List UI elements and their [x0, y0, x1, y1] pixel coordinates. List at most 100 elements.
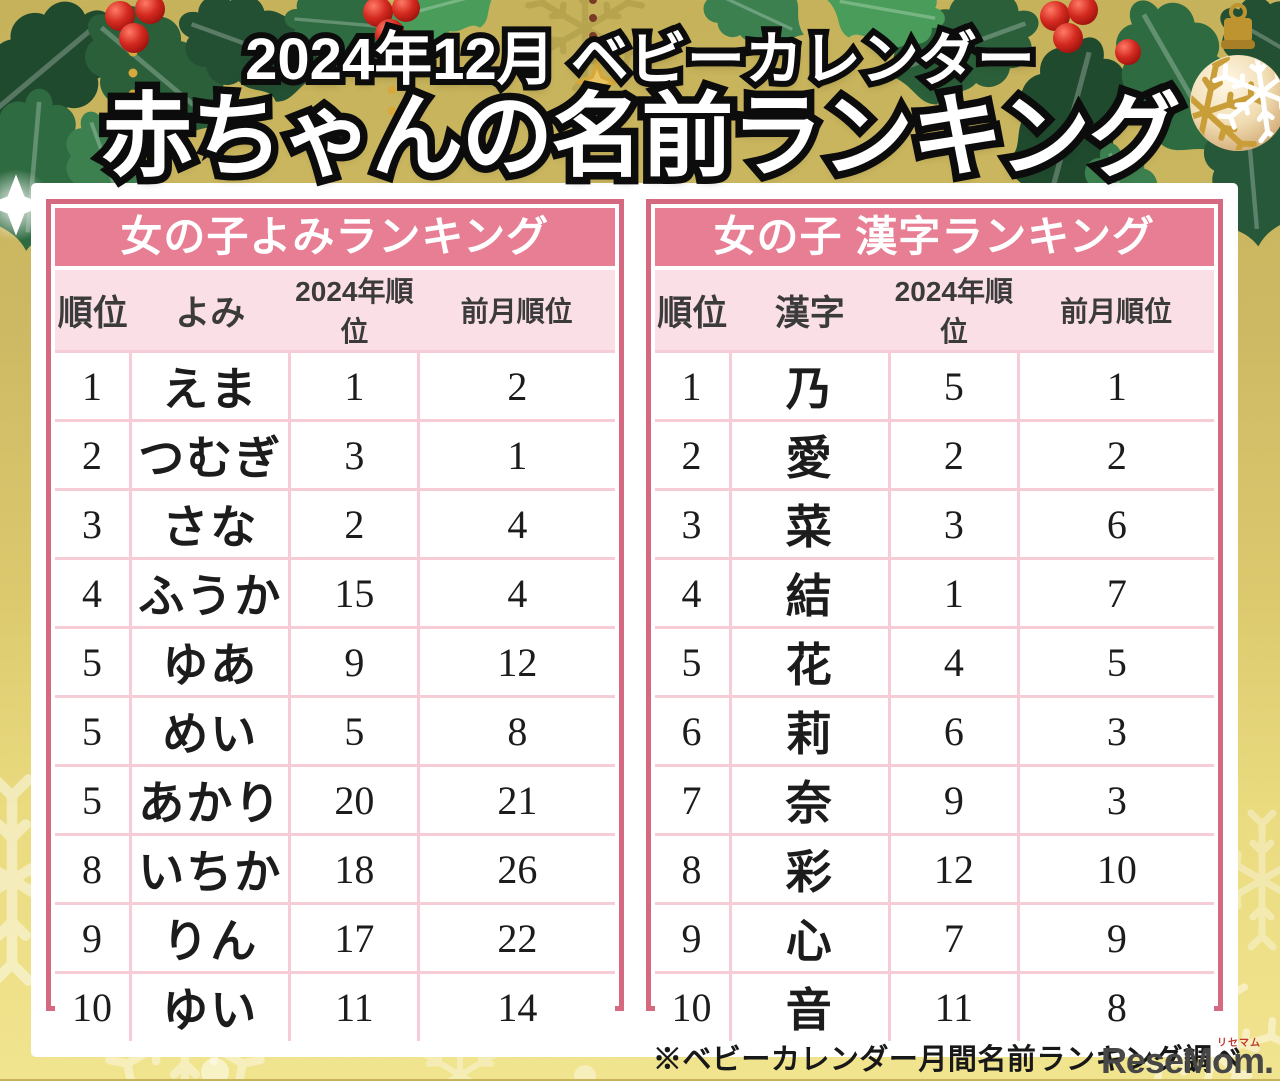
cell-prev: 2 [1016, 419, 1214, 491]
cell-rank: 2 [55, 419, 133, 491]
source-note: ※ベビーカレンダー月間名前ランキング調べ [652, 1044, 1242, 1076]
cell-prev: 1 [417, 419, 615, 491]
yomi-table: 順位 よみ 2024年順位 前月順位 1 えま 1 2 2 つむぎ 3 1 3 さな 2 4 4 ふうか 1… [55, 270, 615, 1041]
table-row: 8 いちか 18 26 [55, 833, 615, 905]
cell-prev: 2 [417, 350, 615, 422]
cell-rank: 5 [654, 626, 732, 698]
table-row: 1 えま 1 2 [55, 350, 615, 422]
cell-name: 花 [728, 626, 891, 698]
cell-year: 9 [887, 764, 1020, 836]
cell-rank: 5 [55, 764, 133, 836]
cell-prev: 6 [1016, 488, 1214, 560]
cell-year: 3 [288, 419, 421, 491]
cell-rank: 5 [55, 695, 133, 767]
cell-rank: 4 [55, 557, 133, 629]
cell-name: 心 [728, 902, 891, 974]
cell-year: 17 [288, 902, 421, 974]
cell-rank: 1 [654, 350, 732, 422]
table-row: 5 めい 5 8 [55, 695, 615, 767]
table-row: 10 ゆい 11 14 [55, 971, 615, 1041]
cell-rank: 9 [654, 902, 732, 974]
cell-name: さな [129, 488, 292, 560]
cell-rank: 3 [55, 488, 133, 560]
cell-name: 乃 [728, 350, 891, 422]
cell-rank: 4 [654, 557, 732, 629]
cell-year: 9 [288, 626, 421, 698]
cell-prev: 3 [1016, 695, 1214, 767]
cell-rank: 10 [55, 971, 133, 1041]
cell-name: めい [129, 695, 292, 767]
cell-year: 1 [288, 350, 421, 422]
column-header-prev-rank: 前月順位 [1018, 270, 1214, 353]
cell-prev: 5 [1016, 626, 1214, 698]
cell-name: 音 [728, 971, 891, 1041]
cell-prev: 4 [417, 557, 615, 629]
content-panel: 女の子よみランキング 順位 よみ 2024年順位 前月順位 1 えま 1 2 2 つむぎ 3… [31, 183, 1238, 1057]
cell-year: 3 [887, 488, 1020, 560]
table-row: 9 りん 17 22 [55, 902, 615, 974]
cell-rank: 5 [55, 626, 133, 698]
table-title-kanji: 女の子 漢字ランキング [654, 208, 1214, 266]
ranking-table-yomi: 女の子よみランキング 順位 よみ 2024年順位 前月順位 1 えま 1 2 2 つむぎ 3… [46, 199, 624, 1041]
cell-prev: 4 [417, 488, 615, 560]
cell-prev: 9 [1016, 902, 1214, 974]
page-title-line2: 赤ちゃんの名前ランキング 赤ちゃんの名前ランキング [0, 62, 1280, 196]
cell-year: 2 [887, 419, 1020, 491]
cell-name: 奈 [728, 764, 891, 836]
cell-name: えま [129, 350, 292, 422]
cell-prev: 7 [1016, 557, 1214, 629]
cell-year: 5 [887, 350, 1020, 422]
cell-year: 18 [288, 833, 421, 905]
cell-name: りん [129, 902, 292, 974]
table-row: 3 さな 2 4 [55, 488, 615, 560]
column-header-year-rank: 2024年順位 [889, 270, 1019, 353]
column-header-prev-rank: 前月順位 [418, 270, 615, 353]
page-title-line2-text: 赤ちゃんの名前ランキング [101, 86, 1180, 188]
cell-prev: 8 [1016, 971, 1214, 1041]
cell-prev: 10 [1016, 833, 1214, 905]
table-row: 4 ふうか 15 4 [55, 557, 615, 629]
cell-year: 15 [288, 557, 421, 629]
cell-year: 11 [887, 971, 1020, 1041]
bead-strings [128, 0, 621, 180]
table-row: 10 音 11 8 [654, 971, 1214, 1041]
cell-prev: 1 [1016, 350, 1214, 422]
column-header-rank: 順位 [55, 270, 131, 353]
table-row: 2 つむぎ 3 1 [55, 419, 615, 491]
yomi-header-row: 順位 よみ 2024年順位 前月順位 [55, 270, 615, 353]
cell-year: 20 [288, 764, 421, 836]
column-header-rank: 順位 [654, 270, 731, 353]
table-row: 5 ゆあ 9 12 [55, 626, 615, 698]
cell-name: 莉 [728, 695, 891, 767]
cell-rank: 8 [55, 833, 133, 905]
cell-rank: 1 [55, 350, 133, 422]
cell-name: ゆい [129, 971, 292, 1041]
cell-year: 1 [887, 557, 1020, 629]
cell-name: いちか [129, 833, 292, 905]
cell-name: つむぎ [129, 419, 292, 491]
page-title-line1: 2024年12月 ベビーカレンダー 2024年12月 ベビーカレンダー [0, 12, 1280, 98]
cell-prev: 14 [417, 971, 615, 1041]
cell-year: 12 [887, 833, 1020, 905]
cell-name: 菜 [728, 488, 891, 560]
page-title-line1-text: 2024年12月 ベビーカレンダー [245, 27, 1035, 92]
cell-name: 愛 [728, 419, 891, 491]
cell-name: ゆあ [129, 626, 292, 698]
cell-prev: 21 [417, 764, 615, 836]
cell-rank: 2 [654, 419, 732, 491]
column-header-kanji: 漢字 [730, 270, 890, 353]
ornament-ball [1190, 3, 1280, 151]
cell-year: 11 [288, 971, 421, 1041]
